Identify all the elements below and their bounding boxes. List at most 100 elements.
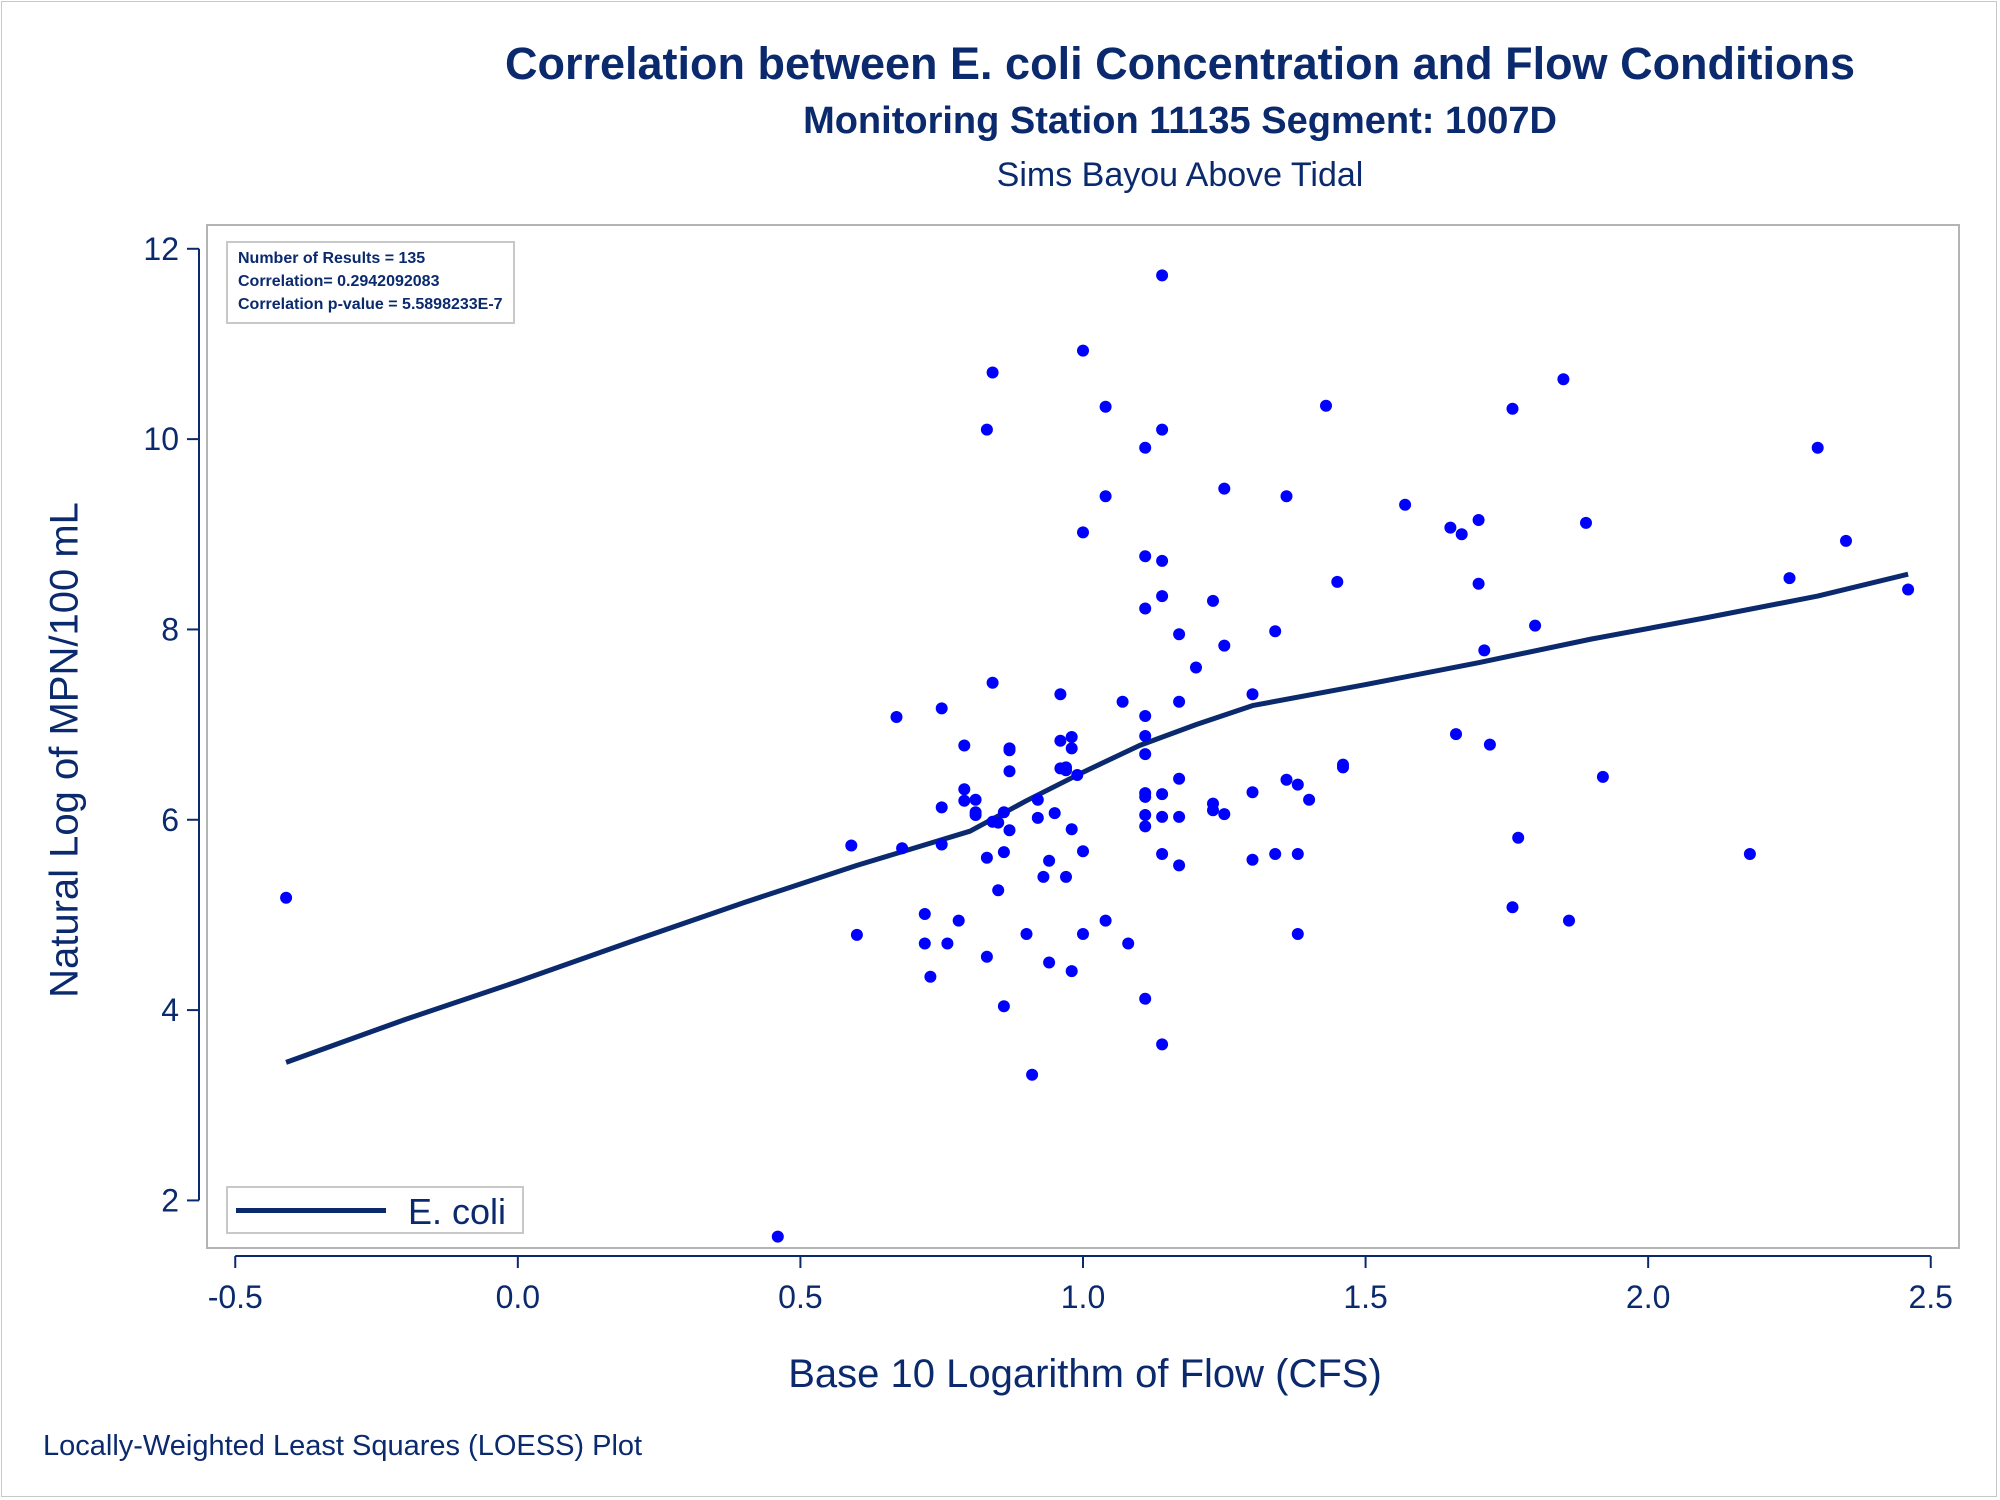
- data-point: [1139, 710, 1152, 722]
- data-point: [935, 801, 948, 814]
- data-point: [1246, 786, 1259, 799]
- data-point: [997, 846, 1010, 859]
- data-point: [1291, 778, 1304, 791]
- data-point: [992, 884, 1005, 897]
- data-point: [1054, 734, 1067, 747]
- data-point: [918, 908, 931, 920]
- data-point: [1173, 628, 1186, 641]
- stats-line-correlation: Correlation= 0.2942092083: [238, 273, 440, 290]
- data-point: [1743, 848, 1756, 860]
- data-point: [1003, 765, 1016, 778]
- data-point: [1065, 823, 1078, 836]
- data-point: [1065, 965, 1078, 978]
- data-point: [1580, 516, 1592, 529]
- chart-subtitle: Monitoring Station 11135 Segment: 1007D: [803, 100, 1557, 142]
- data-point: [952, 914, 965, 927]
- y-tick-label: 2: [161, 1182, 179, 1218]
- x-tick-label: -0.5: [208, 1279, 263, 1315]
- data-point: [1077, 928, 1089, 940]
- y-axis-label: Natural Log of MPN/100 mL: [42, 502, 87, 998]
- y-tick-label: 10: [143, 421, 179, 457]
- data-point: [1563, 914, 1575, 927]
- data-point: [935, 702, 948, 715]
- data-point: [280, 891, 293, 904]
- scatter-series: [280, 269, 1915, 1243]
- data-point: [1043, 956, 1056, 969]
- data-point: [1156, 554, 1169, 567]
- data-point: [1478, 644, 1491, 657]
- data-point: [1071, 769, 1084, 781]
- data-point: [1291, 928, 1304, 940]
- x-tick-label: 2.0: [1626, 1279, 1670, 1315]
- data-point: [1450, 728, 1462, 741]
- legend: E. coli: [226, 1186, 524, 1234]
- data-point: [1054, 688, 1067, 701]
- data-point: [771, 1230, 784, 1243]
- data-point: [1139, 730, 1152, 742]
- data-point: [1331, 575, 1344, 588]
- data-point: [997, 806, 1010, 819]
- data-point: [997, 1000, 1010, 1013]
- data-point: [1506, 901, 1519, 914]
- data-point: [1218, 808, 1231, 821]
- data-point: [1077, 526, 1089, 539]
- data-point: [1116, 695, 1129, 708]
- data-point: [1156, 269, 1169, 282]
- data-point: [1077, 344, 1089, 357]
- data-point: [1122, 937, 1135, 950]
- axes: -0.5 0.0 0.5 1.0 1.5 2.0 2.5 2 4 6 8 10 12: [143, 231, 1953, 1315]
- data-point: [986, 676, 999, 689]
- data-point: [980, 950, 993, 963]
- data-point: [986, 366, 999, 379]
- data-point: [1139, 441, 1152, 454]
- chart-title: Correlation between E. coli Concentratio…: [504, 38, 1856, 89]
- data-point: [850, 928, 863, 941]
- data-point: [845, 839, 858, 852]
- plot-area: [206, 224, 1960, 1249]
- y-tick-label: 6: [161, 802, 179, 838]
- x-tick-label: 0.5: [778, 1279, 822, 1315]
- data-point: [1060, 870, 1072, 883]
- data-point: [1529, 619, 1542, 632]
- y-tick-label: 8: [161, 611, 179, 647]
- data-point: [1320, 399, 1332, 412]
- data-point: [896, 842, 909, 855]
- data-point: [1139, 809, 1152, 821]
- data-point: [1291, 848, 1304, 860]
- data-point: [1156, 810, 1169, 823]
- data-point: [1031, 811, 1044, 824]
- loess-series: [285, 571, 1909, 1065]
- data-point: [969, 793, 982, 806]
- data-point: [1156, 848, 1169, 860]
- x-tick-label: 1.0: [1061, 1279, 1105, 1315]
- data-point: [918, 937, 931, 950]
- legend-label: E. coli: [408, 1191, 507, 1232]
- x-tick-label: 2.5: [1908, 1279, 1952, 1315]
- data-point: [1783, 572, 1796, 585]
- data-point: [1099, 914, 1112, 927]
- data-point: [1139, 790, 1152, 803]
- data-point: [1065, 742, 1078, 755]
- data-point: [1139, 602, 1152, 615]
- data-point: [1472, 514, 1485, 526]
- data-point: [941, 937, 954, 950]
- data-point: [1303, 793, 1316, 806]
- data-point: [1455, 528, 1468, 541]
- data-point: [1156, 788, 1169, 801]
- data-point: [1173, 810, 1186, 823]
- data-point: [1173, 695, 1186, 708]
- data-point: [1269, 625, 1282, 638]
- x-tick-label: 0.0: [496, 1279, 540, 1315]
- data-point: [1077, 845, 1089, 858]
- data-point: [1043, 854, 1056, 867]
- data-point: [1472, 577, 1485, 590]
- data-point: [1037, 870, 1050, 883]
- y-tick-label: 12: [143, 231, 179, 267]
- data-point: [1840, 534, 1852, 547]
- data-point: [1139, 820, 1152, 833]
- data-point: [1139, 748, 1152, 761]
- data-point: [1020, 928, 1033, 940]
- data-point: [1246, 688, 1259, 701]
- data-point: [1337, 761, 1349, 774]
